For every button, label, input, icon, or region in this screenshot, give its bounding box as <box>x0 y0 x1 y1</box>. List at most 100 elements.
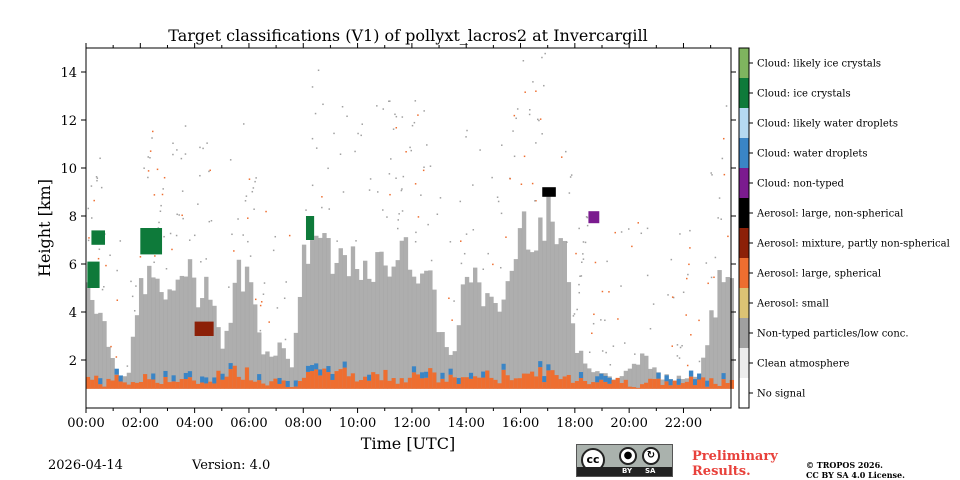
non-typed-column <box>460 284 466 389</box>
sparse-signal-pixel <box>449 241 452 243</box>
sparse-signal-pixel <box>175 234 178 237</box>
colorbar-swatch <box>739 198 749 228</box>
plot-area <box>85 47 735 409</box>
copyright-line-1: © TROPOS 2026. <box>806 460 883 470</box>
aerosol-large-spherical-cell <box>582 380 588 389</box>
aerosol-large-spherical-cell <box>570 382 576 389</box>
sparse-signal-pixel <box>436 213 439 216</box>
sparse-signal-pixel <box>580 275 583 277</box>
non-typed-column <box>305 263 311 389</box>
x-axis-label: Time [UTC] <box>361 434 455 453</box>
aerosol-large-spherical-cell <box>90 379 95 389</box>
water-droplet-cell <box>326 366 331 373</box>
sparse-signal-pixel <box>690 334 692 336</box>
aerosol-large-spherical-cell <box>326 372 331 389</box>
water-droplet-cell <box>599 373 604 380</box>
sparse-signal-pixel <box>103 286 105 288</box>
non-typed-column <box>244 266 250 389</box>
preliminary-line-1: Preliminary <box>692 449 778 464</box>
sparse-signal-pixel <box>395 115 398 118</box>
sparse-signal-pixel <box>169 232 172 235</box>
sparse-signal-pixel <box>682 291 685 294</box>
sparse-signal-pixel <box>96 177 99 179</box>
sparse-signal-pixel <box>623 342 626 344</box>
non-typed-column <box>399 240 405 389</box>
sparse-signal-pixel <box>283 297 286 300</box>
aerosol-large-spherical-cell <box>208 381 213 389</box>
sparse-signal-pixel <box>252 187 255 189</box>
aerosol-large-spherical-cell <box>468 378 474 389</box>
aerosol-large-spherical-cell <box>407 377 413 389</box>
sparse-signal-pixel <box>588 351 591 354</box>
non-typed-column <box>550 221 555 389</box>
non-typed-column <box>314 235 319 389</box>
sparse-signal-pixel <box>578 291 581 294</box>
water-droplet-cell <box>607 377 612 384</box>
aerosol-large-spherical-cell <box>379 380 384 389</box>
water-droplet-cell <box>692 379 698 386</box>
x-tick-label: 16:00 <box>502 416 539 431</box>
sparse-signal-pixel <box>472 229 475 231</box>
aerosol-large-spherical-cell <box>126 384 132 389</box>
aerosol-large-spherical-cell <box>611 380 616 389</box>
water-droplet-cell <box>456 377 462 384</box>
sparse-signal-pixel <box>414 100 417 102</box>
sparse-signal-pixel <box>395 177 397 179</box>
aerosol-large-spherical-cell <box>310 371 315 389</box>
sparse-signal-pixel <box>451 319 453 321</box>
sparse-signal-pixel <box>420 194 422 196</box>
sparse-signal-pixel <box>147 156 149 158</box>
sparse-signal-pixel <box>317 69 320 72</box>
legend-label: Cloud: ice crystals <box>757 89 851 100</box>
non-typed-column <box>334 262 339 389</box>
non-typed-column <box>346 276 352 389</box>
sparse-signal-pixel <box>130 280 132 283</box>
water-droplet-cell <box>257 374 262 381</box>
non-typed-column <box>525 249 531 389</box>
sparse-signal-pixel <box>535 90 537 92</box>
sparse-signal-pixel <box>402 175 405 178</box>
sparse-signal-pixel <box>430 259 433 262</box>
sparse-signal-pixel <box>459 200 462 203</box>
non-typed-column <box>546 193 551 389</box>
sparse-signal-pixel <box>274 235 277 238</box>
non-typed-column <box>342 255 348 389</box>
sparse-signal-pixel <box>608 291 610 293</box>
aerosol-large-spherical-cell <box>644 382 649 389</box>
sparse-signal-pixel <box>259 329 262 332</box>
non-typed-column <box>566 282 572 389</box>
water-droplet-cell <box>228 363 233 370</box>
sparse-signal-pixel <box>568 192 571 194</box>
sparse-signal-pixel <box>512 130 514 132</box>
water-droplet-cell <box>546 364 551 371</box>
x-tick-label: 18:00 <box>556 416 593 431</box>
sparse-signal-pixel <box>710 276 713 279</box>
non-typed-column <box>216 327 221 389</box>
sparse-signal-pixel <box>336 240 338 242</box>
cloud-feature <box>588 211 600 224</box>
cc-by-label: BY <box>622 467 633 475</box>
sparse-signal-pixel <box>248 178 251 180</box>
non-typed-column <box>501 299 506 389</box>
sparse-signal-pixel <box>617 318 619 320</box>
sparse-signal-pixel <box>182 217 184 220</box>
sparse-signal-pixel <box>360 134 362 137</box>
sparse-signal-pixel <box>341 105 344 108</box>
sparse-signal-pixel <box>389 100 391 102</box>
sparse-signal-pixel <box>197 203 199 205</box>
aerosol-large-spherical-cell <box>342 367 348 389</box>
aerosol-large-spherical-cell <box>562 376 567 389</box>
water-droplet-cell <box>468 372 474 379</box>
sparse-signal-pixel <box>592 322 595 325</box>
sparse-signal-pixel <box>688 263 690 266</box>
non-typed-column <box>721 282 726 389</box>
non-typed-column <box>350 246 356 389</box>
sparse-signal-pixel <box>413 121 416 124</box>
sparse-signal-pixel <box>676 344 679 346</box>
aerosol-large-spherical-cell <box>305 371 311 389</box>
aerosol-large-spherical-cell <box>383 369 388 389</box>
sparse-signal-pixel <box>606 260 608 263</box>
sparse-signal-pixel <box>259 304 262 307</box>
sparse-signal-pixel <box>143 167 145 169</box>
non-typed-column <box>98 312 103 389</box>
